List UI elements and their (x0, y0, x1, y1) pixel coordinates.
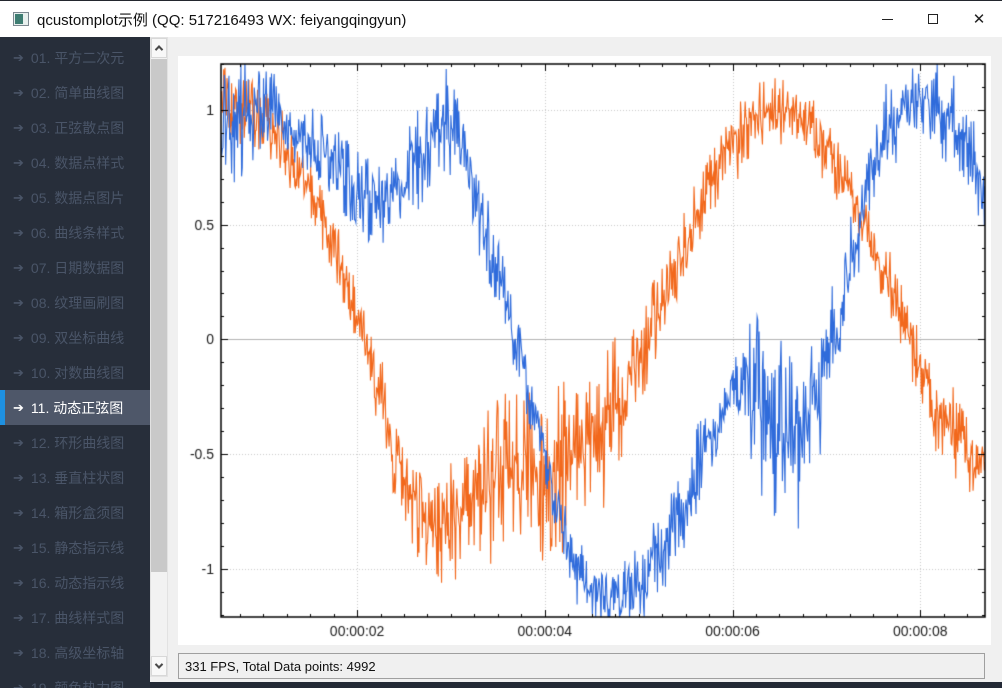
sidebar-item-label: 03. 正弦散点图 (30, 119, 125, 136)
sidebar-item-12[interactable]: ➔ 12. 环形曲线图 (0, 425, 150, 460)
sidebar-item-label: 13. 垂直柱状图 (30, 469, 125, 486)
arrow-icon: ➔ (13, 539, 24, 555)
maximize-icon (928, 14, 938, 24)
sidebar-menu: ➔ 01. 平方二次元 ➔ 02. 简单曲线图 ➔ 03. 正弦散点图 ➔ 04. 数据点样式… (0, 37, 150, 688)
minimize-button[interactable] (864, 1, 910, 37)
arrow-icon: ➔ (13, 154, 24, 170)
sidebar-item-label: 04. 数据点样式 (30, 154, 125, 171)
sidebar-item-02[interactable]: ➔ 02. 简单曲线图 (0, 75, 150, 110)
chevron-down-icon (154, 660, 164, 669)
arrow-icon: ➔ (13, 644, 24, 660)
status-text: 331 FPS, Total Data points: 4992 (185, 658, 376, 674)
sidebar-item-16[interactable]: ➔ 16. 动态指示线 (0, 565, 150, 600)
arrow-icon: ➔ (13, 434, 24, 450)
sidebar-item-label: 10. 对数曲线图 (30, 364, 125, 381)
arrow-icon: ➔ (13, 259, 24, 275)
arrow-icon: ➔ (13, 329, 24, 345)
arrow-icon: ➔ (13, 49, 24, 65)
sidebar-item-14[interactable]: ➔ 14. 箱形盒须图 (0, 495, 150, 530)
status-bar: 331 FPS, Total Data points: 4992 (178, 653, 985, 679)
sidebar-item-13[interactable]: ➔ 13. 垂直柱状图 (0, 460, 150, 495)
sidebar-item-label: 18. 高级坐标轴 (30, 644, 125, 661)
arrow-icon: ➔ (13, 574, 24, 590)
sidebar-item-label: 19. 颜色热力图 (30, 679, 125, 688)
arrow-icon: ➔ (13, 679, 24, 688)
selected-accent-bar (0, 390, 5, 425)
sidebar-item-label: 12. 环形曲线图 (30, 434, 125, 451)
sidebar-item-label: 09. 双坐标曲线 (30, 329, 125, 346)
sidebar-item-06[interactable]: ➔ 06. 曲线条样式 (0, 215, 150, 250)
sidebar-item-01[interactable]: ➔ 01. 平方二次元 (0, 40, 150, 75)
arrow-icon: ➔ (13, 469, 24, 485)
bottom-strip (150, 682, 1002, 688)
title-bar: qcustomplot示例 (QQ: 517216493 WX: feiyang… (0, 1, 1002, 37)
chevron-up-icon (154, 45, 164, 54)
arrow-icon: ➔ (13, 224, 24, 240)
sidebar-item-label: 07. 日期数据图 (30, 259, 125, 276)
plot-canvas (178, 56, 991, 645)
sidebar-item-label: 17. 曲线样式图 (30, 609, 125, 626)
dynamic-sine-plot (178, 56, 991, 645)
app-icon (13, 12, 29, 26)
arrow-icon: ➔ (13, 189, 24, 205)
sidebar-item-label: 16. 动态指示线 (30, 574, 125, 591)
scroll-down-button[interactable] (151, 656, 167, 676)
arrow-icon: ➔ (13, 504, 24, 520)
scroll-up-button[interactable] (151, 38, 167, 58)
sidebar-scrollbar (150, 37, 168, 677)
sidebar-item-15[interactable]: ➔ 15. 静态指示线 (0, 530, 150, 565)
window-controls: ✕ (864, 1, 1002, 37)
sidebar-item-label: 02. 简单曲线图 (30, 84, 125, 101)
close-icon: ✕ (972, 10, 986, 28)
sidebar-item-10[interactable]: ➔ 10. 对数曲线图 (0, 355, 150, 390)
sidebar-item-18[interactable]: ➔ 18. 高级坐标轴 (0, 635, 150, 670)
minimize-icon (881, 18, 893, 20)
sidebar-item-03[interactable]: ➔ 03. 正弦散点图 (0, 110, 150, 145)
sidebar-item-07[interactable]: ➔ 07. 日期数据图 (0, 250, 150, 285)
scrollbar-thumb[interactable] (151, 59, 167, 572)
arrow-icon: ➔ (13, 84, 24, 100)
sidebar-item-label: 05. 数据点图片 (30, 189, 125, 206)
sidebar-item-17[interactable]: ➔ 17. 曲线样式图 (0, 600, 150, 635)
sidebar-item-09[interactable]: ➔ 09. 双坐标曲线 (0, 320, 150, 355)
arrow-icon: ➔ (13, 294, 24, 310)
arrow-icon: ➔ (13, 609, 24, 625)
sidebar-item-05[interactable]: ➔ 05. 数据点图片 (0, 180, 150, 215)
sidebar-item-11[interactable]: ➔ 11. 动态正弦图 (0, 390, 150, 425)
window-title: qcustomplot示例 (QQ: 517216493 WX: feiyang… (37, 11, 407, 29)
sidebar-item-label: 08. 纹理画刷图 (30, 294, 125, 311)
sidebar-item-label: 06. 曲线条样式 (30, 224, 125, 241)
sidebar-item-label: 01. 平方二次元 (30, 49, 125, 66)
sidebar-item-04[interactable]: ➔ 04. 数据点样式 (0, 145, 150, 180)
sidebar-item-label: 14. 箱形盒须图 (30, 504, 125, 521)
arrow-icon: ➔ (13, 364, 24, 380)
sidebar-list: ➔ 01. 平方二次元 ➔ 02. 简单曲线图 ➔ 03. 正弦散点图 ➔ 04. 数据点样式… (0, 40, 150, 688)
sidebar-item-label: 15. 静态指示线 (30, 539, 125, 556)
sidebar-item-19[interactable]: ➔ 19. 颜色热力图 (0, 670, 150, 688)
maximize-button[interactable] (910, 1, 956, 37)
sidebar-item-08[interactable]: ➔ 08. 纹理画刷图 (0, 285, 150, 320)
sidebar-item-label: 11. 动态正弦图 (30, 399, 124, 416)
close-button[interactable]: ✕ (956, 1, 1002, 37)
arrow-icon: ➔ (13, 399, 24, 415)
arrow-icon: ➔ (13, 119, 24, 135)
